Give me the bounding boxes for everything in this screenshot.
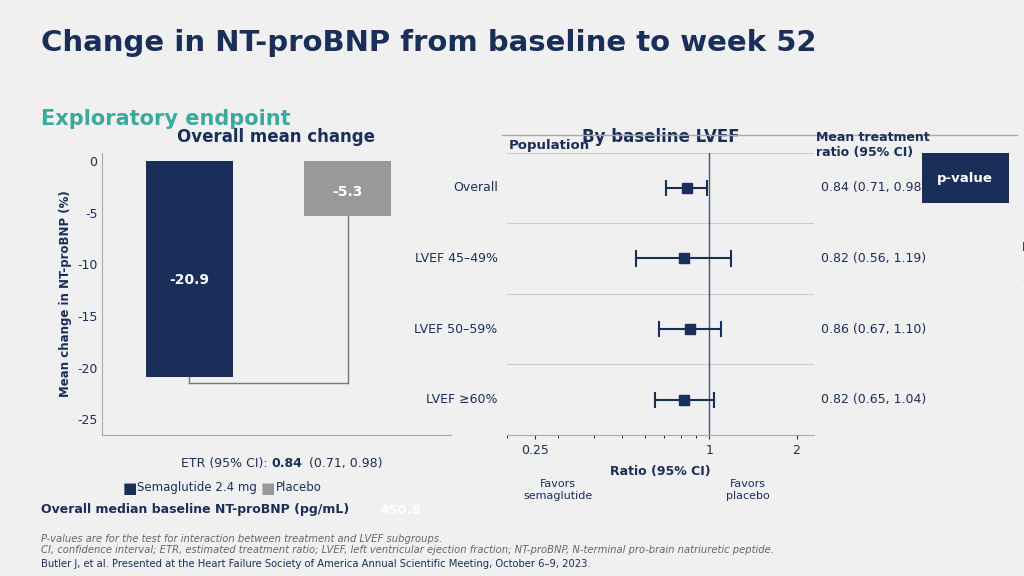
Text: LVEF ≥60%: LVEF ≥60% <box>426 393 498 406</box>
Text: Placebo: Placebo <box>275 481 322 494</box>
Text: 0.84: 0.84 <box>271 457 302 470</box>
Text: Butler J, et al. Presented at the Heart Failure Society of America Annual Scient: Butler J, et al. Presented at the Heart … <box>41 559 591 569</box>
Text: Population: Population <box>509 139 590 151</box>
Text: 450.8: 450.8 <box>379 504 422 517</box>
Text: ETR (95% CI):: ETR (95% CI): <box>180 457 271 470</box>
Text: Mean treatment
ratio (95% CI): Mean treatment ratio (95% CI) <box>816 131 930 159</box>
Bar <box>304 161 391 215</box>
Text: Exploratory endpoint: Exploratory endpoint <box>41 109 291 130</box>
Text: 0.96: 0.96 <box>1022 275 1024 287</box>
Text: Ratio (95% CI): Ratio (95% CI) <box>610 465 711 479</box>
Text: 0.84 (0.71, 0.98): 0.84 (0.71, 0.98) <box>821 181 926 195</box>
Text: P-values are for the test for interaction between treatment and LVEF subgroups.: P-values are for the test for interactio… <box>41 534 442 544</box>
Title: Overall mean change: Overall mean change <box>177 127 376 146</box>
Text: –: – <box>962 181 969 195</box>
Text: 0.82 (0.65, 1.04): 0.82 (0.65, 1.04) <box>821 393 926 406</box>
Text: ■: ■ <box>123 481 137 496</box>
Text: 0.82 (0.56, 1.19): 0.82 (0.56, 1.19) <box>821 252 926 265</box>
Text: Overall median baseline NT-proBNP (pg/mL): Overall median baseline NT-proBNP (pg/mL… <box>41 503 358 516</box>
Text: (0.71, 0.98): (0.71, 0.98) <box>305 457 383 470</box>
Text: LVEF 50–59%: LVEF 50–59% <box>415 323 498 336</box>
Text: LVEF 45–49%: LVEF 45–49% <box>415 252 498 265</box>
Text: Favors
placebo: Favors placebo <box>726 479 769 501</box>
Text: Overall: Overall <box>453 181 498 195</box>
Text: -20.9: -20.9 <box>169 273 210 287</box>
Text: Semaglutide 2.4 mg: Semaglutide 2.4 mg <box>137 481 257 494</box>
Text: 0.86 (0.67, 1.10): 0.86 (0.67, 1.10) <box>821 323 926 336</box>
Bar <box>146 161 233 377</box>
Text: Change in NT-proBNP from baseline to week 52: Change in NT-proBNP from baseline to wee… <box>41 29 816 57</box>
Bar <box>922 153 1009 203</box>
Title: By baseline LVEF: By baseline LVEF <box>582 127 739 146</box>
Y-axis label: Mean change in NT-proBNP (%): Mean change in NT-proBNP (%) <box>58 191 72 397</box>
Text: p-value: p-value <box>937 172 993 184</box>
Text: Interaction:: Interaction: <box>1022 241 1024 253</box>
Text: Favors
semaglutide: Favors semaglutide <box>523 479 593 501</box>
Text: CI, confidence interval; ETR, estimated treatment ratio; LVEF, left ventricular : CI, confidence interval; ETR, estimated … <box>41 545 774 555</box>
Text: -5.3: -5.3 <box>333 185 362 199</box>
Text: ■: ■ <box>261 481 275 496</box>
